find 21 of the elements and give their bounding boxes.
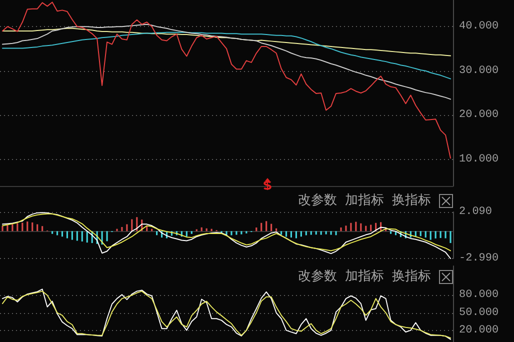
y-tick-label: 80.000 xyxy=(459,289,499,302)
y-tick-label: 40.000 xyxy=(459,20,499,33)
text: 换指标 xyxy=(392,193,431,208)
y-tick-label: 20.000 xyxy=(459,109,499,122)
line-series xyxy=(2,28,452,56)
annotation: 加指标 xyxy=(345,269,384,284)
annotation: 改参数 xyxy=(298,269,337,284)
line-series xyxy=(2,2,452,159)
line-series xyxy=(2,213,452,252)
line-series xyxy=(2,24,452,100)
text: 改参数 xyxy=(298,193,337,208)
y-tick-label: 20.000 xyxy=(459,324,499,336)
y-tick-label: -2.990 xyxy=(459,252,499,264)
line-series xyxy=(2,32,452,80)
line-series xyxy=(2,212,452,259)
y-tick-label: 2.090 xyxy=(459,206,492,218)
y-tick-label: 50.000 xyxy=(459,306,499,319)
annotation: 换指标 xyxy=(392,269,431,284)
text: 加指标 xyxy=(345,193,384,208)
y-tick-label: 10.000 xyxy=(459,153,499,166)
y-tick-label: 30.000 xyxy=(459,64,499,77)
